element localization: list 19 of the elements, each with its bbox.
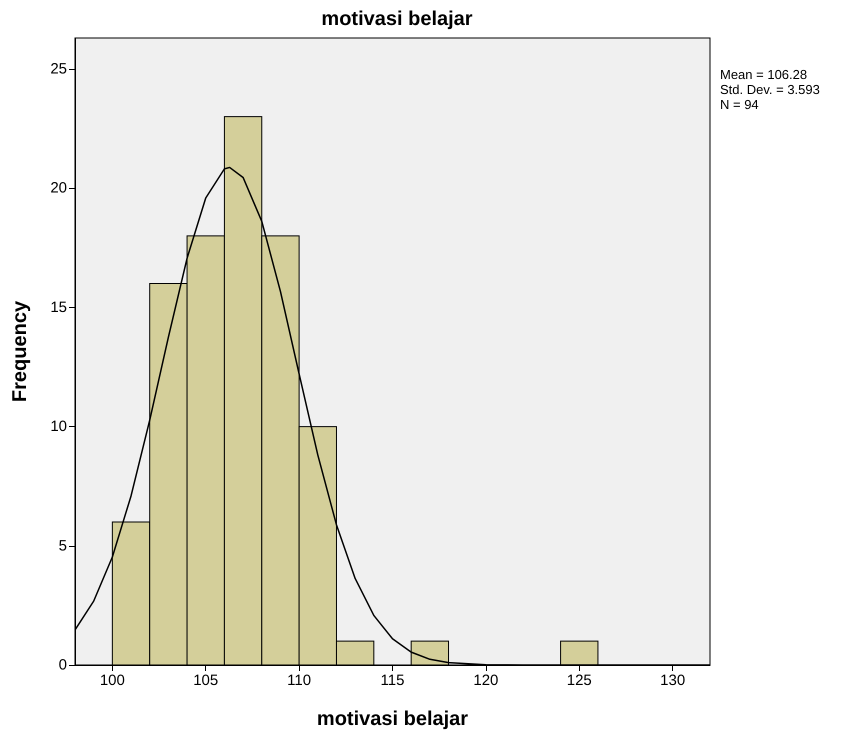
- x-tick-label: 130: [660, 672, 686, 689]
- x-tick-label: 105: [193, 672, 218, 689]
- x-axis-title: motivasi belajar: [316, 708, 468, 730]
- y-axis-title: Frequency: [9, 300, 31, 402]
- x-tick-label: 115: [380, 672, 404, 689]
- y-tick-label: 5: [58, 537, 67, 554]
- y-tick-label: 10: [50, 418, 67, 436]
- x-tick-label: 110: [287, 672, 312, 689]
- x-tick-label: 100: [100, 672, 125, 689]
- y-tick-label: 20: [50, 180, 67, 197]
- chart-title: motivasi belajar: [321, 8, 473, 30]
- y-tick-label: 0: [58, 656, 67, 674]
- text: Mean = 106.28: [720, 67, 808, 82]
- text: Std. Dev. = 3.593: [720, 82, 820, 97]
- x-tick-label: 120: [473, 672, 498, 689]
- x-tick-label: 125: [566, 672, 592, 689]
- y-tick-label: 15: [50, 298, 67, 316]
- y-tick-label: 25: [50, 60, 67, 78]
- text: N = 94: [720, 97, 759, 112]
